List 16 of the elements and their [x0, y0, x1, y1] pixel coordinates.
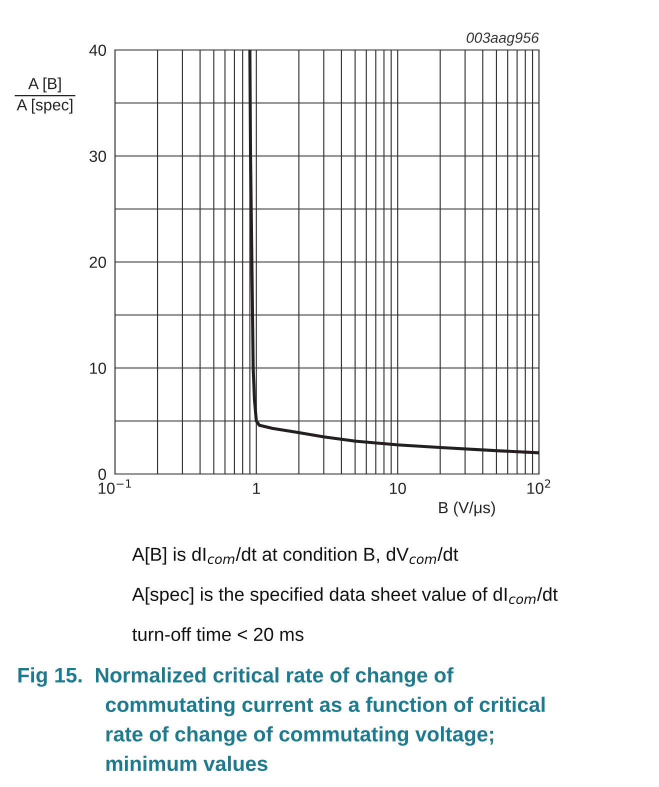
text: turn-off time < 20 ms [132, 627, 304, 642]
x-tick-label: 10$^{−1}$ [98, 480, 131, 494]
text: Fig 15. Normalized critical rate of change of commutating current as a function of critical rate of change of commutating voltage; minimum values [18, 667, 545, 772]
text: A[B] is dI$_{com}$/dt at condition B, dV$_{com}$/dt [132, 547, 458, 565]
y-tick-label: 0 [98, 468, 106, 480]
x-tick-label: 1 [253, 482, 260, 494]
y-tick-label: 40 [89, 44, 106, 56]
x-tick-label: 10 [390, 482, 406, 494]
y-axis-title: A [B] A [spec] [16, 78, 72, 114]
x-axis-title: B (V/μs) [439, 502, 495, 516]
y-tick-label: 30 [90, 150, 106, 162]
y-tick-label: 20 [90, 256, 106, 268]
x-tick-label: 10$^{2}$ [527, 479, 550, 494]
y-tick-label: 10 [90, 362, 106, 374]
text: A[spec] is the specified data sheet value of dI$_{com}$/dt [132, 587, 558, 605]
text: 003aag956 [466, 32, 540, 46]
